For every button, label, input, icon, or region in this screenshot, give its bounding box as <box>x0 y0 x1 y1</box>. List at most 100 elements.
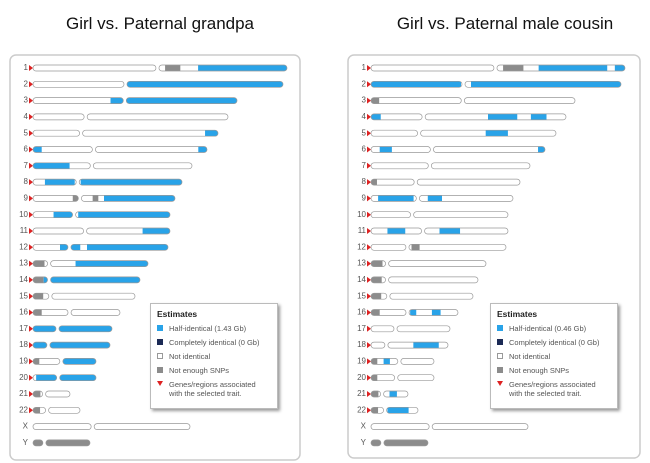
arm-outline <box>32 374 58 382</box>
arm-outline <box>370 178 415 186</box>
chromosome-label: 12 <box>19 242 28 251</box>
chromosome-fill <box>33 342 110 349</box>
chromosome-label: X <box>23 422 29 431</box>
chromosome <box>370 227 509 235</box>
arm-outline <box>32 227 84 235</box>
legend-swatch <box>157 353 163 359</box>
legend-item: Not enough SNPs <box>157 366 271 375</box>
panel-title: Girl vs. Paternal male cousin <box>397 14 613 33</box>
trait-marker <box>367 162 371 169</box>
arm-outline <box>82 129 219 137</box>
arm-outline <box>51 292 136 300</box>
segment <box>125 81 283 88</box>
chromosome-fill <box>371 65 625 71</box>
arm-outline <box>370 97 462 104</box>
legend-text: Genes/regions associated with the select… <box>169 380 256 398</box>
arm-outline <box>32 341 48 349</box>
trait-marker <box>367 113 371 120</box>
chromosome-label: 11 <box>20 226 29 235</box>
chromosome-label: 10 <box>357 210 366 219</box>
trait-marker <box>29 195 33 202</box>
segment <box>471 81 621 88</box>
arm-outline <box>370 243 407 251</box>
chromosome <box>370 195 514 202</box>
chromosome-base <box>371 179 520 186</box>
segment <box>371 391 379 397</box>
chromosome <box>370 243 507 251</box>
legend: Estimates Half-identical (0.46 Gb) Complet… <box>490 303 618 409</box>
chromosome <box>370 374 435 382</box>
chromosome-fill <box>371 342 448 349</box>
chromosome <box>370 80 622 88</box>
chromosome-base <box>33 162 192 169</box>
arm-outline <box>32 146 93 153</box>
chromosome <box>370 113 567 121</box>
arm-outline <box>424 113 567 121</box>
arm-outline <box>370 292 388 300</box>
arm-outline <box>86 227 171 235</box>
arm-outline <box>463 97 576 104</box>
trait-marker <box>367 276 371 283</box>
chromosome-label: 16 <box>357 308 366 317</box>
arm-outline <box>370 64 495 72</box>
legend-item: Genes/regions associated with the select… <box>157 380 271 398</box>
trait-marker <box>29 374 33 381</box>
chromosome-label: 3 <box>362 96 367 105</box>
trait-marker <box>29 179 33 186</box>
legend-text: Completely identical (0 Gb) <box>509 338 600 347</box>
legend-swatch <box>497 353 503 359</box>
chromosome-label: 6 <box>24 145 29 154</box>
segment <box>33 260 45 267</box>
legend-swatch <box>157 339 163 345</box>
legend-item: Genes/regions associated with the select… <box>497 380 611 398</box>
segment <box>104 195 175 202</box>
chromosome-fill <box>33 309 120 316</box>
chromosome <box>32 341 111 349</box>
arm-outline <box>32 260 48 267</box>
chromosome <box>32 325 113 333</box>
arm-outline <box>370 358 399 365</box>
arm-outline <box>386 406 419 414</box>
chromosome-fill <box>371 179 520 186</box>
arm-outline <box>45 439 91 447</box>
arm-outline <box>370 374 396 382</box>
chromosome-fill <box>371 309 458 316</box>
chromosome-label: 5 <box>362 128 367 137</box>
chromosome-fill <box>371 325 450 332</box>
chromosome-base <box>371 423 528 430</box>
chromosome-fill <box>33 325 112 332</box>
trait-marker <box>29 146 33 153</box>
trait-marker <box>367 195 371 202</box>
trait-marker <box>367 211 371 218</box>
chromosome-label: 4 <box>362 112 367 121</box>
arm-outline <box>408 309 459 316</box>
arm-outline <box>400 358 435 365</box>
arm-outline <box>32 178 77 186</box>
chromosome-label: 6 <box>362 145 367 154</box>
chromosome <box>32 97 238 104</box>
chromosome-fill <box>33 81 283 88</box>
chromosome <box>32 64 288 72</box>
legend-item: Not identical <box>497 352 611 361</box>
arm-outline <box>416 178 521 186</box>
segment <box>371 374 378 381</box>
segment <box>503 65 524 71</box>
chromosome-fill <box>33 195 175 202</box>
arm-outline <box>397 374 435 382</box>
segment <box>371 81 461 88</box>
chromosome-label: 22 <box>357 405 366 414</box>
chromosome <box>32 423 191 430</box>
trait-marker <box>29 325 33 332</box>
arm-outline <box>62 358 97 365</box>
segment <box>198 146 207 153</box>
arm-outline <box>433 146 546 153</box>
legend-swatch <box>157 381 163 386</box>
arm-outline <box>81 195 176 202</box>
segment <box>78 211 170 218</box>
arm-outline <box>370 276 386 284</box>
chromosome-base <box>371 342 448 349</box>
trait-marker <box>367 146 371 153</box>
segment <box>371 276 382 283</box>
arm-outline <box>388 260 487 267</box>
